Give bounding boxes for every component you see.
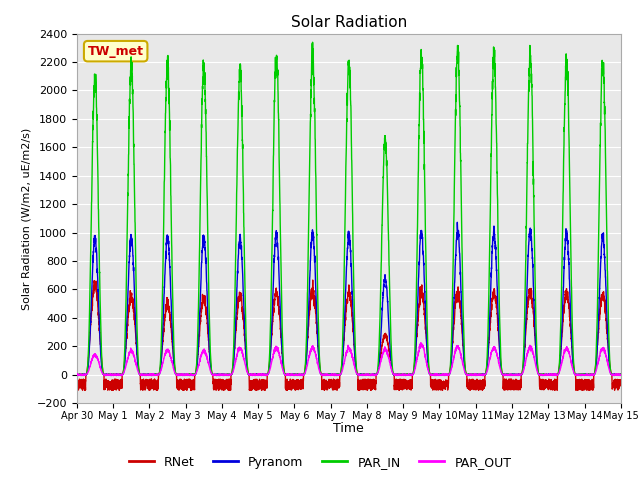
Legend: RNet, Pyranom, PAR_IN, PAR_OUT: RNet, Pyranom, PAR_IN, PAR_OUT — [124, 451, 516, 474]
Y-axis label: Solar Radiation (W/m2, uE/m2/s): Solar Radiation (W/m2, uE/m2/s) — [21, 127, 31, 310]
Title: Solar Radiation: Solar Radiation — [291, 15, 407, 30]
Text: TW_met: TW_met — [88, 45, 144, 58]
X-axis label: Time: Time — [333, 422, 364, 435]
